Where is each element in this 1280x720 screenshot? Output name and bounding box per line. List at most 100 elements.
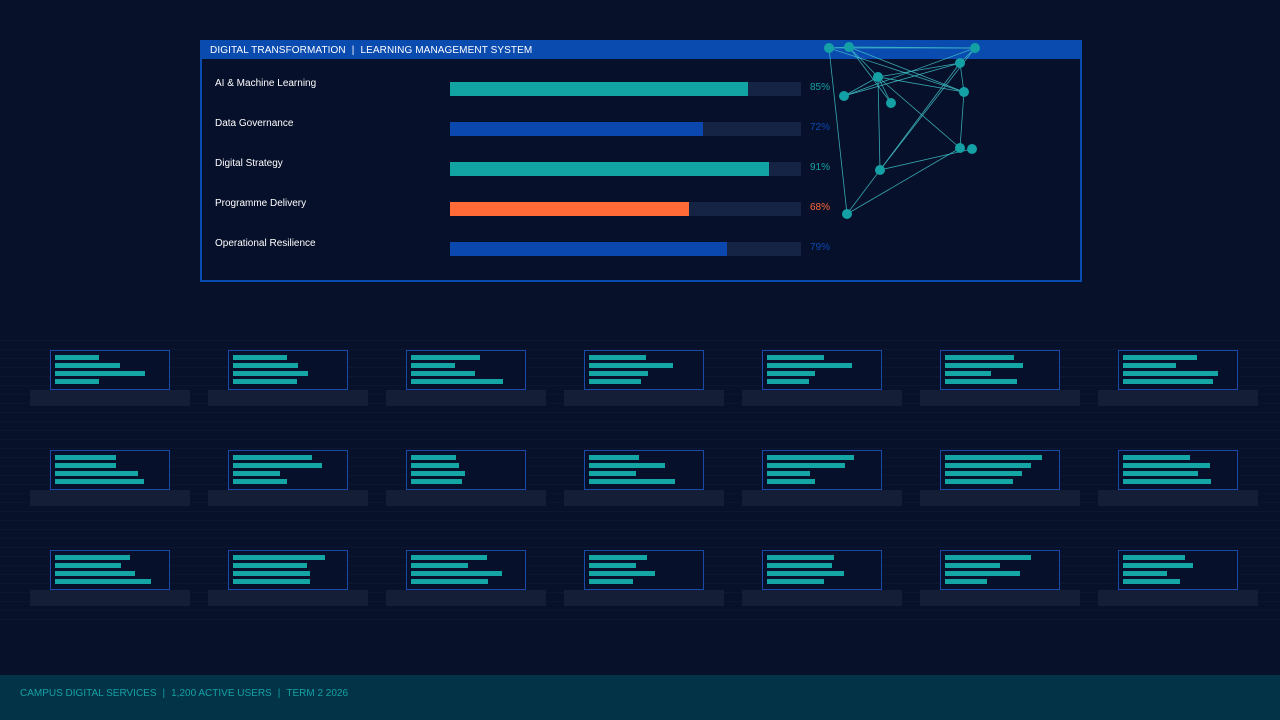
- skill-percent: 85%: [810, 82, 831, 93]
- monitor: [584, 550, 704, 590]
- network-edge: [877, 76, 881, 171]
- desk: [208, 590, 368, 606]
- network-edge: [843, 47, 976, 97]
- desk: [386, 490, 546, 506]
- workstation: [742, 450, 904, 508]
- monitor-bar: [945, 479, 1013, 484]
- network-edge: [846, 169, 881, 215]
- monitor-bar: [1123, 571, 1167, 576]
- monitor-bar: [55, 379, 99, 384]
- monitor-bar: [55, 363, 120, 368]
- network-node: [873, 72, 883, 82]
- network-node: [875, 165, 885, 175]
- network-edge: [848, 46, 879, 78]
- monitor-bar: [233, 479, 287, 484]
- network-edge: [879, 47, 976, 171]
- monitor-bar: [233, 379, 297, 384]
- monitor-bar: [1123, 463, 1210, 468]
- workstation: [1098, 550, 1260, 608]
- workstation: [1098, 350, 1260, 408]
- skill-row: Digital Strategy 91%: [202, 158, 842, 188]
- monitor-bar: [411, 363, 455, 368]
- monitor-bar: [411, 455, 456, 460]
- skill-bar-fill: [450, 162, 770, 176]
- monitor: [940, 450, 1060, 490]
- workstation: [386, 550, 548, 608]
- monitor-bar: [411, 555, 487, 560]
- monitor-bar: [1123, 579, 1180, 584]
- monitor: [50, 550, 170, 590]
- monitor-bar: [589, 463, 665, 468]
- desk: [386, 390, 546, 406]
- monitor-bar: [767, 355, 824, 360]
- network-edge: [879, 62, 961, 171]
- monitor-bar: [589, 571, 655, 576]
- monitor-bar: [589, 479, 675, 484]
- monitor-bar: [945, 463, 1031, 468]
- workstation: [564, 350, 726, 408]
- workstation: [30, 450, 192, 508]
- workstation: [920, 350, 1082, 408]
- monitor-bar: [233, 579, 310, 584]
- panel-title-left: DIGITAL TRANSFORMATION: [210, 45, 346, 56]
- monitor: [406, 550, 526, 590]
- desk: [208, 490, 368, 506]
- workstation: [920, 550, 1082, 608]
- desk: [1098, 590, 1258, 606]
- monitor-bar: [589, 471, 636, 476]
- monitor-bar: [55, 463, 116, 468]
- monitor-bar: [945, 471, 1022, 476]
- skill-bar-track: [450, 122, 801, 136]
- monitor-bar: [767, 455, 854, 460]
- monitor-bar: [767, 555, 834, 560]
- network-node: [824, 43, 834, 53]
- monitor-bar: [589, 363, 673, 368]
- monitor-bar: [767, 479, 815, 484]
- skill-percent: 72%: [810, 122, 831, 133]
- skill-percent: 79%: [810, 242, 831, 253]
- monitor-bar: [55, 471, 138, 476]
- monitor-bar: [55, 563, 121, 568]
- desk: [564, 590, 724, 606]
- monitor-bar: [945, 579, 987, 584]
- desk: [30, 590, 190, 606]
- monitor-bar: [55, 571, 135, 576]
- monitor-bar: [589, 371, 648, 376]
- monitor: [584, 350, 704, 390]
- monitor: [50, 350, 170, 390]
- skill-bar-track: [450, 162, 801, 176]
- workstation: [1098, 450, 1260, 508]
- skill-percent: 68%: [810, 202, 831, 213]
- monitor: [762, 450, 882, 490]
- network-edge: [877, 62, 961, 78]
- footer-term: TERM 2 2026: [286, 688, 349, 699]
- monitor-bar: [589, 579, 633, 584]
- workstation: [30, 350, 192, 408]
- desk: [208, 390, 368, 406]
- monitor-bar: [55, 479, 144, 484]
- desk: [564, 390, 724, 406]
- skill-bar-track: [450, 242, 801, 256]
- monitor-bar: [233, 355, 287, 360]
- workstation: [920, 450, 1082, 508]
- monitor-bar: [945, 563, 1000, 568]
- network-edge: [877, 76, 965, 93]
- monitor-bar: [1123, 563, 1193, 568]
- workstation: [386, 350, 548, 408]
- network-edge: [848, 46, 965, 93]
- monitor-bar: [945, 363, 1023, 368]
- network-edge: [879, 148, 973, 171]
- monitor-bar: [767, 563, 832, 568]
- monitor-bar: [945, 379, 1017, 384]
- panel-header: DIGITAL TRANSFORMATION | LEARNING MANAGEME…: [202, 42, 1080, 59]
- monitor-bar: [233, 363, 298, 368]
- network-node: [886, 98, 896, 108]
- skill-bar-fill: [450, 122, 703, 136]
- skill-row: Operational Resilience 79%: [202, 238, 842, 268]
- monitor-bar: [767, 471, 810, 476]
- monitor: [50, 450, 170, 490]
- footer-separator: |: [277, 688, 281, 699]
- network-edge: [877, 76, 961, 149]
- monitor: [406, 450, 526, 490]
- title-separator: |: [351, 45, 355, 56]
